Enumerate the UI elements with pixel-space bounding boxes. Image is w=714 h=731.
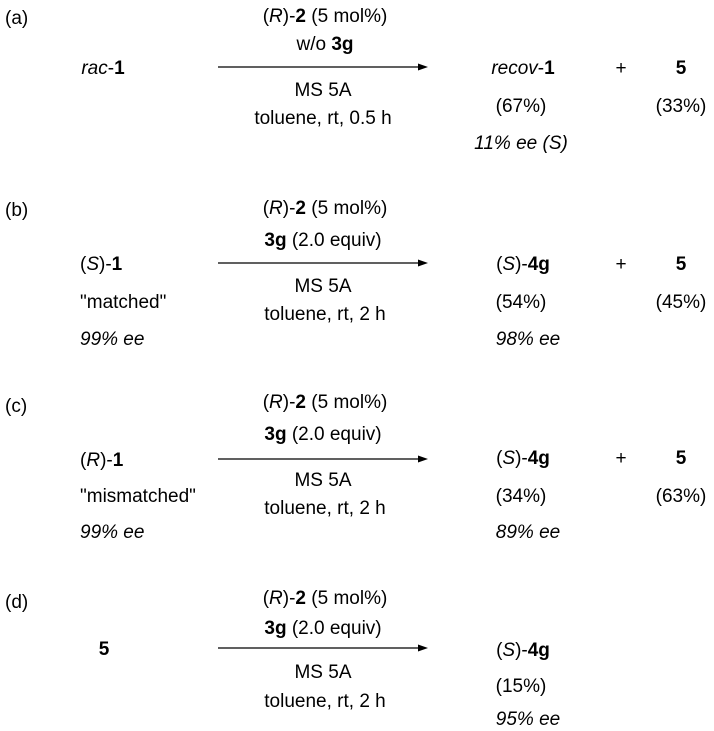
reagent-additive: w/o 3g [296,34,354,55]
scheme-b: (b) (S)-1 "matched" 99% ee (R)-2 (5 mol%… [0,196,714,371]
reagent-conditions: toluene, rt, 0.5 h [254,108,392,129]
byproduct-yield: (33%) [655,96,707,117]
product-ee: 11% ee (S) [474,133,568,154]
scheme-label: (c) [5,396,28,417]
reactant: (R)-1 [80,450,124,471]
reaction-arrow [218,63,428,71]
reagent-additive: 3g (2.0 equiv) [264,618,382,639]
reagent-catalyst: (R)-2 (5 mol%) [262,392,388,413]
reactant: (S)-1 [80,254,123,275]
byproduct-yield: (45%) [655,292,707,313]
scheme-label: (d) [5,592,29,613]
reagent-additive: 3g (2.0 equiv) [264,424,382,445]
reactant: rac-1 [81,58,125,79]
byproduct-yield: (63%) [655,486,707,507]
reagent-sieves: MS 5A [294,470,352,491]
reaction-arrow [218,259,428,267]
product-ee: 89% ee [495,522,561,543]
reaction-arrow [218,644,428,652]
reagent-additive: 3g (2.0 equiv) [264,230,382,251]
plus-sign: + [615,254,627,275]
plus-sign: + [615,58,627,79]
scheme-a: (a) rac-1 (R)-2 (5 mol%) w/o 3g MS 5A to… [0,0,714,175]
reagent-catalyst: (R)-2 (5 mol%) [262,588,388,609]
product-ee: 95% ee [495,709,561,730]
byproduct: 5 [675,448,687,469]
reactant-ee: 99% ee [80,522,145,543]
scheme-d: (d) 5 (R)-2 (5 mol%) 3g (2.0 equiv) MS 5… [0,588,714,730]
product-yield: (54%) [495,292,547,313]
scheme-label: (a) [5,8,29,29]
reagent-sieves: MS 5A [294,276,352,297]
reagent-sieves: MS 5A [294,662,352,683]
reagent-catalyst: (R)-2 (5 mol%) [262,198,388,219]
product: (S)-4g [496,640,550,661]
reactant: 5 [98,639,110,660]
product: (S)-4g [496,254,550,275]
product-yield: (15%) [495,676,547,697]
reactant-note: "mismatched" [80,486,196,507]
scheme-label: (b) [5,200,29,221]
product-ee: 98% ee [495,329,561,350]
reagent-catalyst: (R)-2 (5 mol%) [262,6,388,27]
byproduct: 5 [675,254,687,275]
byproduct: 5 [675,58,687,79]
product-yield: (34%) [495,486,547,507]
reaction-arrow [218,455,428,463]
product: recov-1 [491,58,555,79]
plus-sign: + [615,448,627,469]
product: (S)-4g [496,448,550,469]
reactant-note: "matched" [80,292,167,313]
scheme-c: (c) (R)-1 "mismatched" 99% ee (R)-2 (5 m… [0,392,714,567]
reagent-conditions: toluene, rt, 2 h [264,691,386,712]
reagent-conditions: toluene, rt, 2 h [264,304,386,325]
reagent-conditions: toluene, rt, 2 h [264,498,386,519]
reactant-ee: 99% ee [80,329,145,350]
product-yield: (67%) [495,96,547,117]
reagent-sieves: MS 5A [294,80,352,101]
